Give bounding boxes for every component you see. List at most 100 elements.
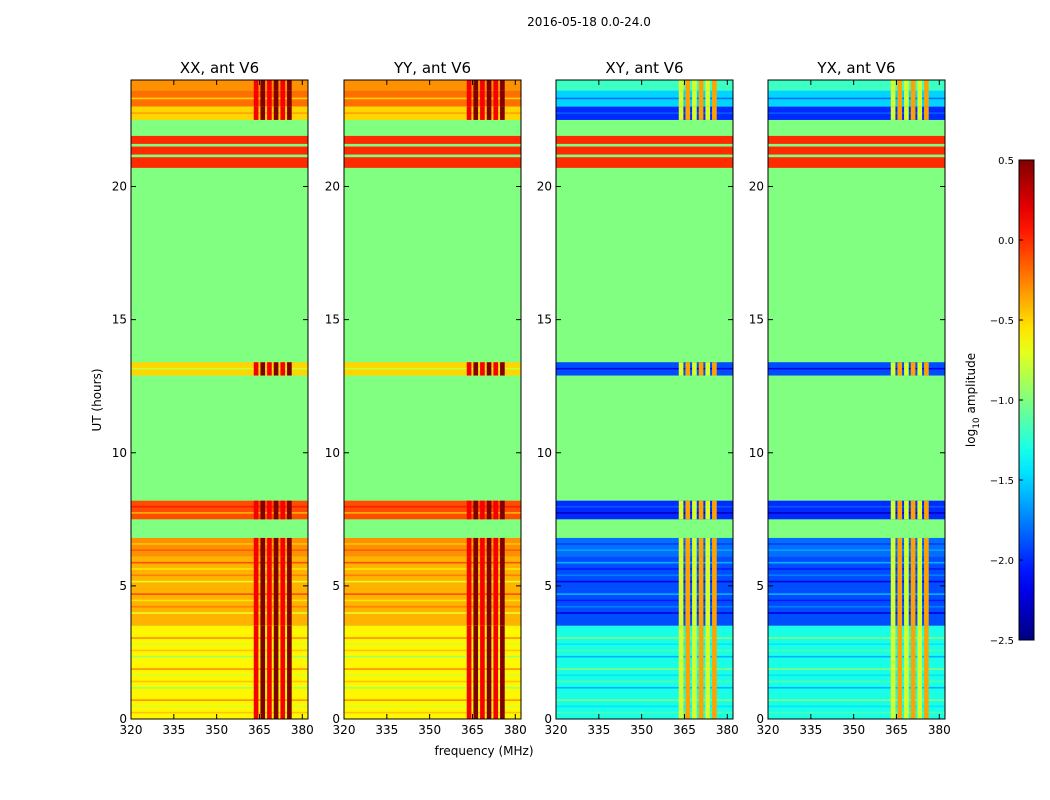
heatmap-rfi-column	[917, 625, 923, 719]
heatmap-band	[556, 556, 733, 626]
heatmap-stripe	[131, 568, 308, 570]
heatmap-band	[556, 157, 733, 168]
heatmap-band	[131, 80, 308, 91]
heatmap-stripe	[768, 580, 945, 583]
heatmap-rfi-column	[698, 537, 704, 557]
heatmap-rfi-column	[678, 106, 684, 120]
heatmap-rfi-column	[712, 106, 717, 120]
heatmap-rfi-column	[287, 556, 292, 626]
heatmap-band	[556, 135, 733, 144]
x-tick-label: 320	[757, 723, 780, 737]
heatmap-rfi-column	[280, 625, 286, 719]
heatmap-stripe	[344, 649, 521, 652]
heatmap-rfi-column	[890, 537, 896, 557]
colorbar-tick-label: −2.0	[990, 556, 1014, 567]
y-tick-label: 0	[119, 712, 127, 726]
heatmap-rfi-column	[910, 500, 916, 520]
heatmap-band	[768, 135, 945, 144]
heatmap-rfi-column	[273, 90, 279, 107]
heatmap-rfi-column	[273, 362, 279, 376]
colorbar-label: log10 amplitude	[964, 353, 982, 447]
heatmap-rfi-column	[910, 106, 916, 120]
heatmap-stripe	[131, 587, 308, 589]
x-tick-label: 350	[418, 723, 441, 737]
x-tick-label: 350	[205, 723, 228, 737]
heatmap-stripe	[556, 549, 733, 551]
x-tick-label: 380	[716, 723, 739, 737]
heatmap-rfi-column	[500, 556, 505, 626]
heatmap-stripe	[768, 599, 945, 602]
heatmap-rfi-column	[267, 106, 272, 120]
heatmap-rfi-column	[712, 625, 717, 719]
heatmap-rfi-column	[910, 362, 916, 376]
heatmap-stripe	[131, 637, 308, 639]
heatmap-rfi-column	[273, 556, 279, 626]
heatmap-stripe	[556, 637, 733, 639]
heatmap-rfi-column	[480, 500, 485, 520]
heatmap-rfi-column	[924, 90, 929, 107]
heatmap-rfi-column	[685, 90, 691, 107]
heatmap-stripe	[768, 618, 945, 621]
heatmap-rfi-column	[904, 362, 909, 376]
heatmap-band	[131, 135, 308, 144]
heatmap-rfi-column	[685, 362, 691, 376]
heatmap-rfi-column	[287, 80, 292, 91]
heatmap-stripe	[768, 674, 945, 677]
heatmap-rfi-column	[287, 537, 292, 557]
heatmap-rfi-column	[705, 625, 711, 719]
heatmap-stripe	[768, 649, 945, 652]
heatmap-rfi-column	[280, 80, 286, 91]
heatmap-stripe	[344, 512, 521, 514]
heatmap-stripe	[131, 612, 308, 614]
heatmap-stripe	[131, 643, 308, 646]
heatmap-stripe	[344, 561, 521, 564]
heatmap-rfi-column	[486, 500, 492, 520]
heatmap-rfi-column	[280, 556, 286, 626]
heatmap-rfi-column	[480, 625, 485, 719]
heatmap-rfi-column	[273, 106, 279, 120]
heatmap-rfi-column	[280, 537, 286, 557]
heatmap-rfi-column	[267, 500, 272, 520]
heatmap-rfi-column	[287, 90, 292, 107]
heatmap-rfi-column	[678, 90, 684, 107]
heatmap-stripe	[131, 593, 308, 595]
x-tick-label: 365	[673, 723, 696, 737]
heatmap-stripe	[131, 705, 308, 708]
heatmap-rfi-column	[493, 556, 499, 626]
heatmap-stripe	[344, 699, 521, 701]
heatmap-stripe	[131, 711, 308, 714]
y-tick-label: 15	[325, 313, 340, 327]
heatmap-rfi-column	[712, 362, 717, 376]
x-tick-label: 350	[630, 723, 653, 737]
heatmap-rfi-column	[466, 556, 472, 626]
heatmap-stripe	[556, 505, 733, 508]
heatmap-rfi-column	[486, 537, 492, 557]
heatmap-rfi-column	[897, 625, 903, 719]
heatmap-stripe	[344, 662, 521, 664]
colorbar-tick-label: −1.0	[990, 396, 1014, 407]
heatmap-stripe	[556, 599, 733, 602]
heatmap-rfi-column	[480, 80, 485, 91]
heatmap-band	[556, 625, 733, 719]
heatmap-stripe	[556, 699, 733, 701]
heatmap-stripe	[344, 655, 521, 658]
heatmap-rfi-column	[705, 90, 711, 107]
x-tick-label: 365	[461, 723, 484, 737]
heatmap-stripe	[131, 367, 308, 370]
heatmap-rfi-column	[493, 625, 499, 719]
heatmap-stripe	[768, 561, 945, 564]
heatmap-rfi-column	[287, 106, 292, 120]
heatmap-band	[344, 146, 521, 155]
x-tick-label: 320	[545, 723, 568, 737]
heatmap-stripe	[556, 662, 733, 664]
heatmap-stripe	[131, 655, 308, 658]
heatmap-rfi-column	[473, 106, 479, 120]
heatmap-stripe	[344, 631, 521, 633]
heatmap-stripe	[344, 97, 521, 100]
heatmap-stripe	[768, 693, 945, 695]
heatmap-rfi-column	[480, 362, 485, 376]
heatmap-rfi-column	[253, 625, 259, 719]
colorbar-tick-label: 0.5	[998, 156, 1014, 167]
heatmap-rfi-column	[904, 106, 909, 120]
